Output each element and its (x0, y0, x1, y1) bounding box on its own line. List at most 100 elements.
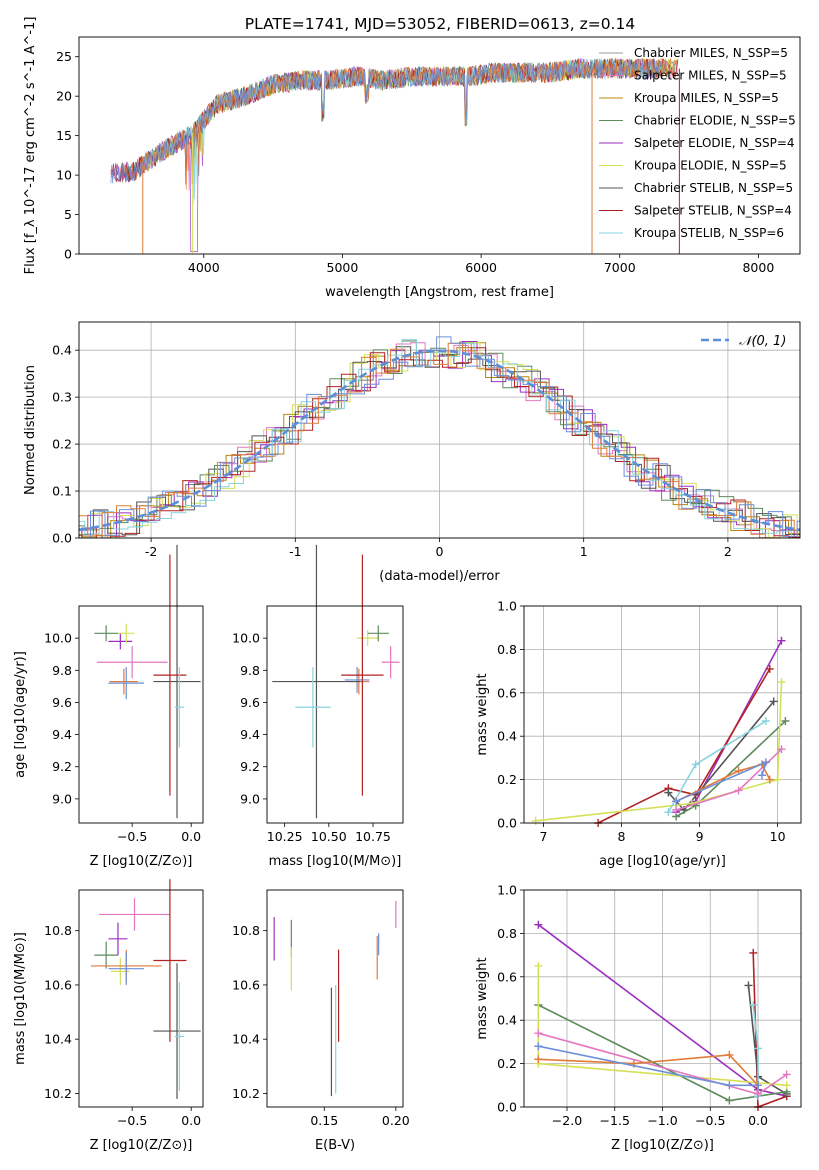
y-tick-label: 0.2 (497, 1056, 517, 1071)
y-axis-label: mass [log10(M/M⊙)] (13, 932, 28, 1065)
chart-residuals: -2 -1 0 1 2 0.0 0.1 0.2 0.3 0.4 (data-model)/error… (23, 321, 801, 584)
legend-label: 𝒩(0, 1) (739, 334, 786, 349)
weight-point-marker (754, 1081, 763, 1090)
x-tick-label: 8 (618, 829, 626, 844)
plot-frame (78, 321, 801, 539)
y-tick-label: 0.8 (497, 926, 517, 941)
legend-label: Kroupa STELIB, N_SSP=6 (634, 226, 784, 240)
weight-point-marker (534, 1042, 543, 1051)
weight-point-marker (725, 1081, 734, 1090)
y-tick-label: 15 (56, 128, 72, 143)
y-tick-label: 9.0 (52, 791, 72, 806)
y-axis-label: mass weight (475, 673, 490, 755)
x-tick-label: 10.25 (267, 829, 303, 844)
y-tick-label: 5 (64, 207, 72, 222)
plot-frame (266, 605, 404, 824)
legend-label: Chabrier STELIB, N_SSP=5 (634, 181, 793, 195)
x-tick-label: 0.0 (181, 1113, 201, 1128)
x-axis-label: E(B-V) (315, 1138, 355, 1153)
weight-point-marker (531, 816, 540, 825)
y-tick-label: 0.2 (52, 437, 72, 452)
histogram-step (79, 336, 800, 538)
x-tick-label: −0.5 (117, 829, 147, 844)
y-tick-label: 9.6 (52, 695, 72, 710)
x-axis-label: mass [log10(M/M⊙)] (269, 854, 402, 869)
weight-point-marker (749, 948, 758, 957)
weight-point-marker (725, 1050, 734, 1059)
x-tick-label: 7000 (604, 260, 636, 275)
y-tick-label: 9.2 (52, 759, 72, 774)
y-tick-label: 0.0 (497, 1100, 517, 1115)
x-axis-label: (data-model)/error (379, 569, 500, 584)
y-tick-label: 9.4 (240, 727, 260, 742)
y-axis-label: mass weight (475, 957, 490, 1039)
gaussian-curve (78, 349, 801, 532)
weight-point-marker (672, 805, 681, 814)
x-tick-label: −2.0 (552, 1113, 582, 1128)
x-tick-label: 1 (580, 544, 588, 559)
y-tick-label: 9.0 (240, 791, 260, 806)
weight-point-marker (777, 677, 786, 686)
chart-age_vs_mass: 10.25 10.50 10.75 9.0 9.2 9.4 9.6 9.8 10.0 mass [… (232, 544, 404, 869)
x-tick-label: 5000 (327, 260, 359, 275)
plot-frame (523, 605, 802, 824)
x-tick-label: 0.15 (310, 1113, 338, 1128)
weight-point-marker (534, 961, 543, 970)
y-tick-label: 9.2 (240, 759, 260, 774)
histogram-step (79, 342, 800, 538)
y-tick-label: 9.8 (52, 663, 72, 678)
x-tick-label: −1.5 (600, 1113, 630, 1128)
plot-frame (78, 889, 204, 1108)
y-tick-label: 10.0 (232, 631, 260, 646)
weight-series-line (675, 763, 771, 803)
weight-point-marker (672, 797, 681, 806)
weight-point-marker (765, 775, 774, 784)
weight-point-marker (691, 760, 700, 769)
legend-label: Kroupa ELODIE, N_SSP=5 (634, 159, 787, 173)
y-tick-label: 10.4 (44, 1032, 72, 1047)
plot-frame (78, 36, 801, 255)
weight-point-marker (744, 981, 753, 990)
weight-point-marker (777, 745, 786, 754)
weight-point-marker (761, 758, 770, 767)
x-tick-label: 0 (436, 544, 444, 559)
weight-point-marker (782, 1070, 791, 1079)
weight-point-marker (769, 697, 778, 706)
y-tick-label: 10.2 (232, 1086, 260, 1101)
x-tick-label: 6000 (465, 260, 497, 275)
x-tick-label: 0.0 (748, 1113, 768, 1128)
y-tick-label: 1.0 (497, 599, 517, 614)
y-tick-label: 0.4 (497, 729, 517, 744)
weight-point-marker (534, 1055, 543, 1064)
weight-point-marker (757, 771, 766, 780)
weight-series-line (597, 668, 771, 824)
x-tick-label: −0.5 (117, 1113, 147, 1128)
chart-age_vs_Z: −0.5 0.0 9.0 9.2 9.4 9.6 9.8 10.0 Z [log10(Z/Z⊙)… (13, 544, 204, 869)
chart-weight_vs_Z: −2.0 −1.5 −1.0 −0.5 0.0 0.0 0.2 0.4 0.6 0.8 1.0 Z [… (475, 883, 802, 1153)
weight-point-marker (777, 636, 786, 645)
legend-label: Salpeter STELIB, N_SSP=4 (634, 204, 792, 218)
y-tick-label: 10.6 (232, 977, 260, 992)
weight-point-marker (754, 1044, 763, 1053)
spectrum-series-line (110, 58, 662, 184)
weight-point-marker (534, 920, 543, 929)
legend-label: Chabrier ELODIE, N_SSP=5 (634, 114, 796, 128)
y-tick-label: 0.0 (52, 531, 72, 546)
x-tick-label: 0.0 (181, 829, 201, 844)
y-tick-label: 0.0 (497, 816, 517, 831)
x-tick-label: -2 (145, 544, 157, 559)
y-tick-label: 10.6 (44, 977, 72, 992)
weight-point-marker (664, 808, 673, 817)
y-tick-label: 9.6 (240, 695, 260, 710)
x-tick-label: 8000 (742, 260, 774, 275)
y-tick-label: 0.8 (497, 642, 517, 657)
y-tick-label: 25 (56, 49, 72, 64)
y-tick-label: 10 (56, 168, 72, 183)
legend-label: Kroupa MILES, N_SSP=5 (634, 91, 779, 105)
chart-spectrum: 4000 5000 6000 7000 8000 0 5 10 15 20 25 wavelength… (23, 17, 801, 300)
y-tick-label: 10.2 (44, 1086, 72, 1101)
plot-frame (266, 889, 404, 1108)
legend-label: Chabrier MILES, N_SSP=5 (634, 46, 788, 60)
